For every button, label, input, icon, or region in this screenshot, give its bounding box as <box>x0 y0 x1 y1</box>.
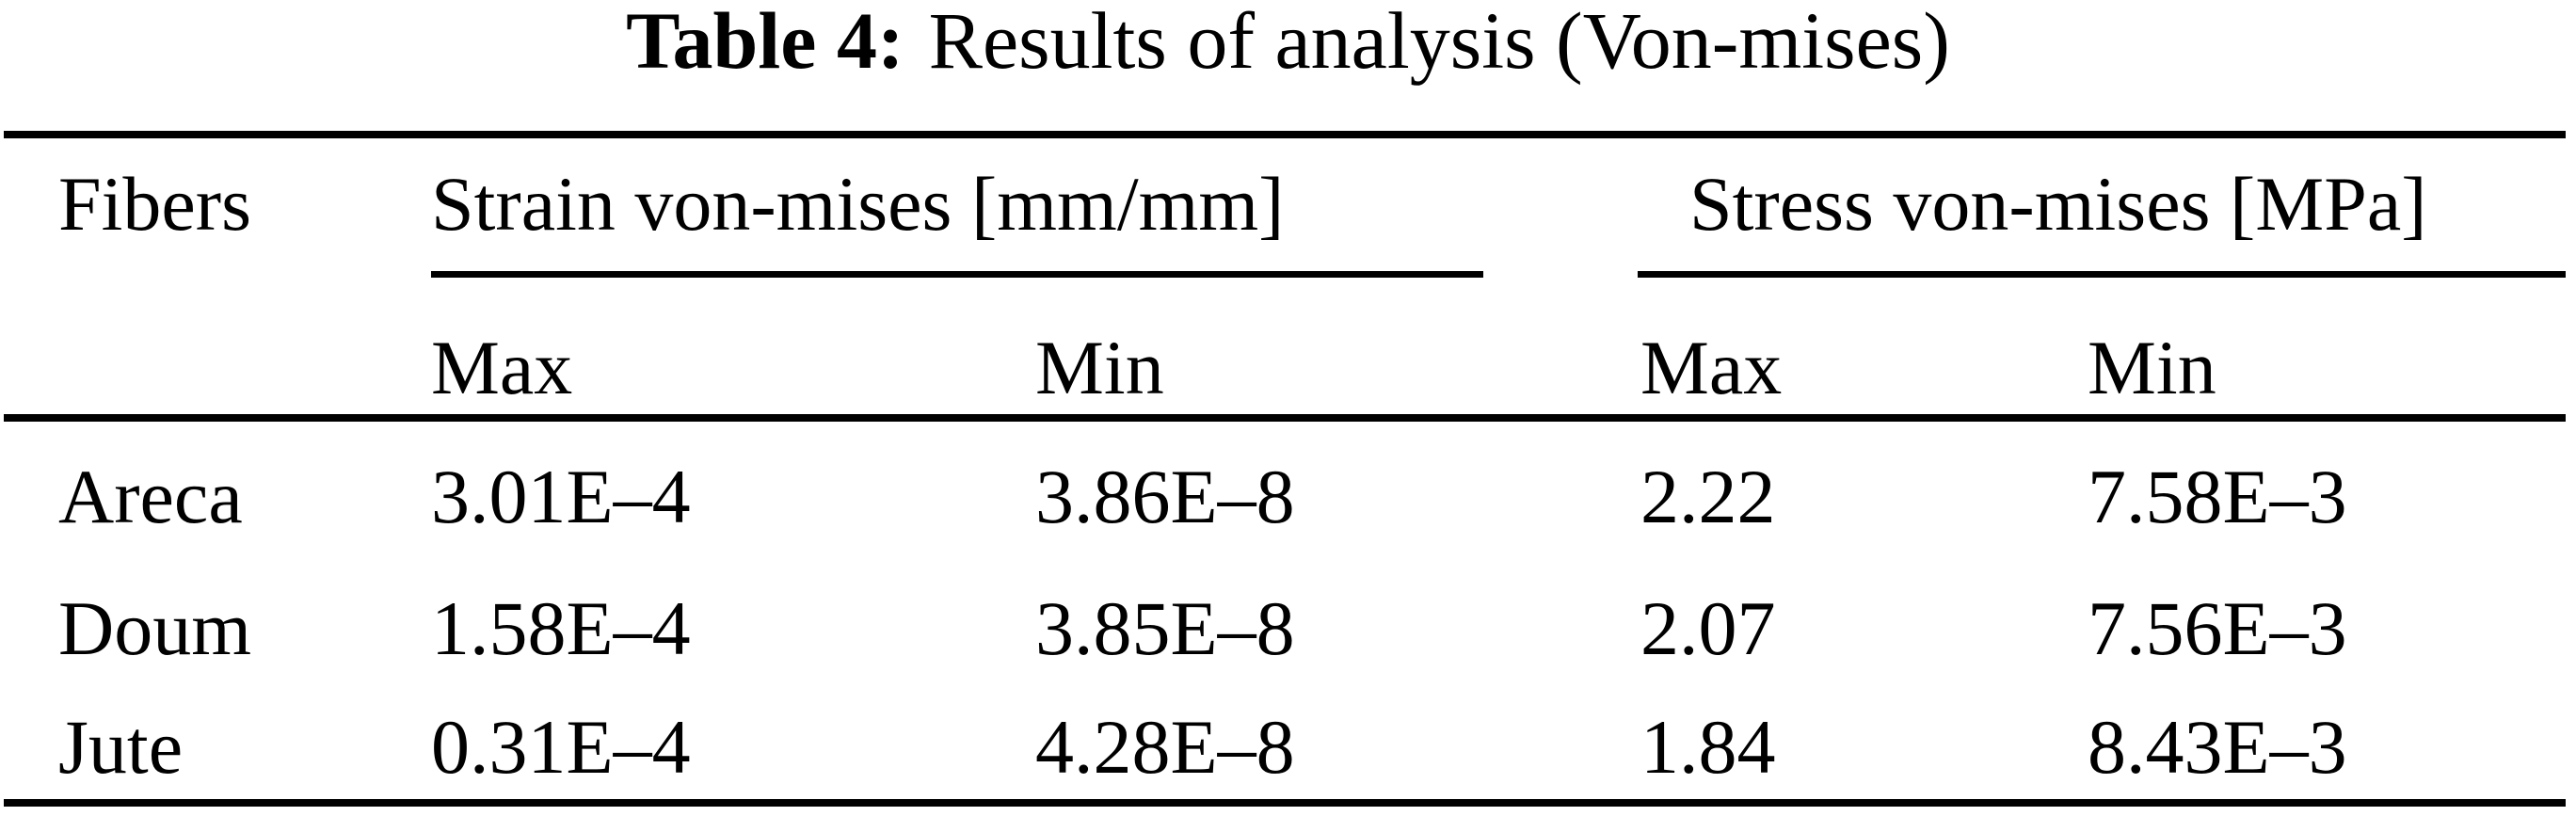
row-doum-stress-max: 2.07 <box>1640 585 1776 671</box>
row-jute-fiber: Jute <box>58 704 184 790</box>
subheader-strain-max: Max <box>431 325 573 410</box>
header-body-divider-rule <box>4 414 2566 422</box>
row-jute-strain-min: 4.28E–8 <box>1035 704 1295 790</box>
table-caption-number: Table 4: <box>626 0 904 86</box>
row-areca-fiber: Areca <box>58 454 243 539</box>
row-jute-stress-max: 1.84 <box>1640 704 1776 790</box>
row-areca-stress-max: 2.22 <box>1640 454 1776 539</box>
group-header-stress: Stress von-mises [MPa] <box>1689 161 2427 247</box>
group-header-strain: Strain von-mises [mm/mm] <box>431 161 1285 247</box>
table-bottom-rule <box>4 799 2566 807</box>
stress-group-underline-rule <box>1638 271 2566 278</box>
subheader-stress-max: Max <box>1640 325 1783 410</box>
row-jute-stress-min: 8.43E–3 <box>2088 704 2347 790</box>
strain-group-underline-rule <box>431 271 1483 278</box>
table-caption-text: Results of analysis (Von-mises) <box>928 0 1950 86</box>
row-doum-fiber: Doum <box>58 585 251 671</box>
row-jute-strain-max: 0.31E–4 <box>431 704 691 790</box>
subheader-strain-min: Min <box>1035 325 1164 410</box>
row-doum-strain-min: 3.85E–8 <box>1035 585 1295 671</box>
row-doum-strain-max: 1.58E–4 <box>431 585 691 671</box>
table-caption: Table 4: Results of analysis (Von-mises) <box>0 0 2576 92</box>
row-areca-strain-min: 3.86E–8 <box>1035 454 1295 539</box>
column-header-fibers: Fibers <box>58 161 251 247</box>
row-areca-stress-min: 7.58E–3 <box>2088 454 2347 539</box>
row-areca-strain-max: 3.01E–4 <box>431 454 691 539</box>
row-doum-stress-min: 7.56E–3 <box>2088 585 2347 671</box>
table-top-rule <box>4 131 2566 138</box>
subheader-stress-min: Min <box>2088 325 2216 410</box>
